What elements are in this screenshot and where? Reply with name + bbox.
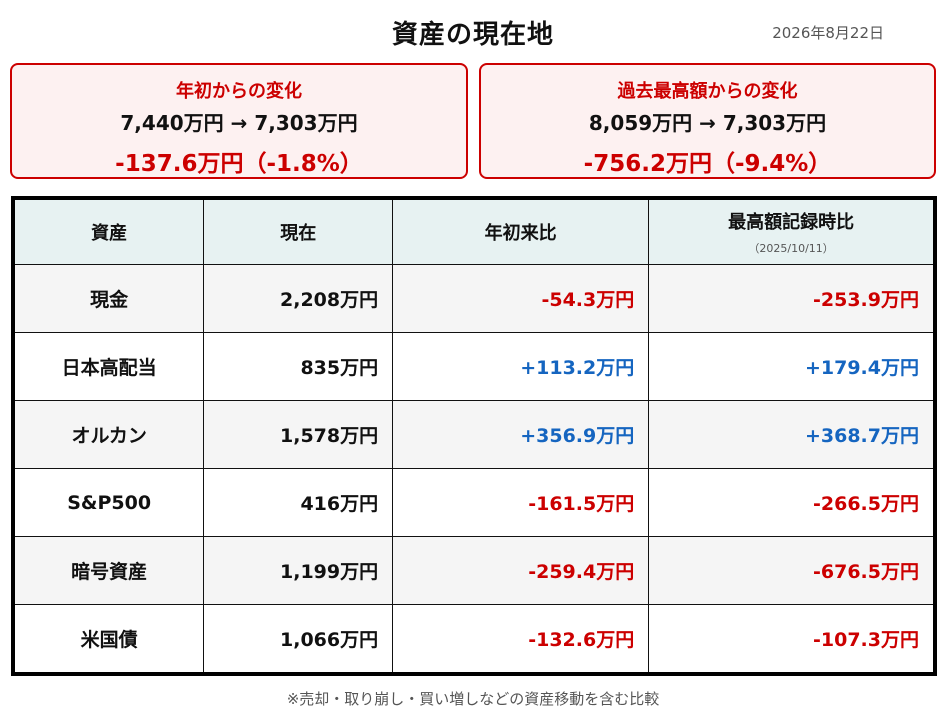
asset-peak-change: -676.5万円 <box>648 536 936 605</box>
table-row: S&P500 416万円 -161.5万円 -266.5万円 <box>12 468 936 537</box>
asset-name: 暗号資産 <box>12 536 205 605</box>
asset-ytd-change: -132.6万円 <box>392 604 650 675</box>
asset-current: 416万円 <box>203 468 394 537</box>
table-row: 日本高配当 835万円 +113.2万円 +179.4万円 <box>12 332 936 401</box>
header-peak-date: （2025/10/11） <box>748 242 834 255</box>
peak-summary-card: 過去最高額からの変化 8,059万円 → 7,303万円 -756.2万円（-9… <box>479 63 936 179</box>
asset-current: 1,578万円 <box>203 400 394 469</box>
asset-peak-change: -253.9万円 <box>648 264 936 333</box>
asset-name: オルカン <box>12 400 205 469</box>
table-row: オルカン 1,578万円 +356.9万円 +368.7万円 <box>12 400 936 469</box>
table-header-row: 資産 現在 年初来比 最高額記録時比 （2025/10/11） <box>12 197 936 265</box>
asset-peak-change: -266.5万円 <box>648 468 936 537</box>
asset-ytd-change: +113.2万円 <box>392 332 650 401</box>
header-asset: 資産 <box>12 197 205 265</box>
peak-summary-range: 8,059万円 → 7,303万円 <box>588 111 827 135</box>
asset-name: 米国債 <box>12 604 205 675</box>
asset-current: 835万円 <box>203 332 394 401</box>
header-peak: 最高額記録時比 （2025/10/11） <box>648 197 936 265</box>
header-current: 現在 <box>203 197 394 265</box>
asset-current: 2,208万円 <box>203 264 394 333</box>
asset-ytd-change: -161.5万円 <box>392 468 650 537</box>
asset-current: 1,199万円 <box>203 536 394 605</box>
table-row: 現金 2,208万円 -54.3万円 -253.9万円 <box>12 264 936 333</box>
report-date: 2026年8月22日 <box>772 24 884 42</box>
asset-ytd-change: -54.3万円 <box>392 264 650 333</box>
ytd-summary-range: 7,440万円 → 7,303万円 <box>120 111 358 135</box>
asset-current: 1,066万円 <box>203 604 394 675</box>
asset-peak-change: +179.4万円 <box>648 332 936 401</box>
asset-ytd-change: -259.4万円 <box>392 536 650 605</box>
asset-peak-change: -107.3万円 <box>648 604 936 675</box>
ytd-summary-label: 年初からの変化 <box>176 81 302 102</box>
table-row: 米国債 1,066万円 -132.6万円 -107.3万円 <box>12 604 936 675</box>
header-ytd: 年初来比 <box>392 197 650 265</box>
asset-name: 日本高配当 <box>12 332 205 401</box>
asset-ytd-change: +356.9万円 <box>392 400 650 469</box>
asset-table: 資産 現在 年初来比 最高額記録時比 （2025/10/11） 現金 2,208… <box>11 196 937 676</box>
table-row: 暗号資産 1,199万円 -259.4万円 -676.5万円 <box>12 536 936 605</box>
header-peak-label: 最高額記録時比 <box>728 212 855 233</box>
asset-peak-change: +368.7万円 <box>648 400 936 469</box>
peak-summary-change: -756.2万円（-9.4%） <box>583 151 832 177</box>
footnote: ※売却・取り崩し・買い増しなどの資産移動を含む比較 <box>286 690 660 708</box>
asset-name: S&P500 <box>12 468 205 537</box>
ytd-summary-change: -137.6万円（-1.8%） <box>115 151 363 177</box>
ytd-summary-card: 年初からの変化 7,440万円 → 7,303万円 -137.6万円（-1.8%… <box>10 63 468 179</box>
peak-summary-label: 過去最高額からの変化 <box>617 81 798 102</box>
asset-name: 現金 <box>12 264 205 333</box>
page-title: 資産の現在地 <box>391 20 554 50</box>
